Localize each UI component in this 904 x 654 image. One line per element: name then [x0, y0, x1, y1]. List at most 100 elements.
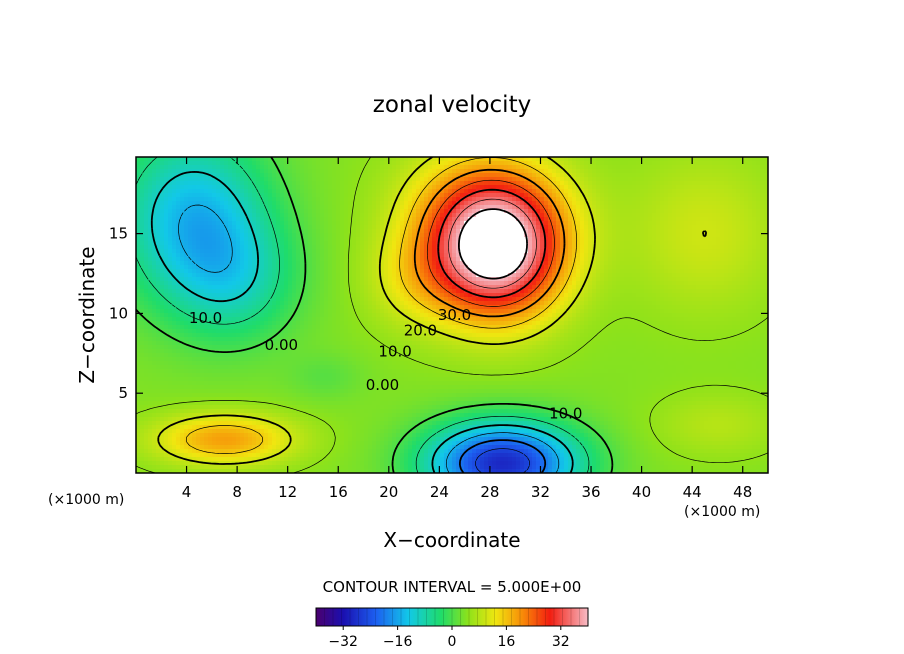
- field-cell: [384, 189, 389, 194]
- field-cell: [156, 449, 161, 454]
- field-cell: [296, 457, 301, 462]
- field-cell: [316, 233, 321, 238]
- field-cell: [276, 409, 281, 414]
- field-cell: [340, 281, 345, 286]
- field-cell: [292, 185, 297, 190]
- field-cell: [276, 357, 281, 362]
- field-cell: [180, 241, 185, 246]
- field-cell: [188, 349, 193, 354]
- field-cell: [240, 397, 245, 402]
- field-cell: [240, 405, 245, 410]
- field-cell: [276, 213, 281, 218]
- field-cell: [180, 345, 185, 350]
- field-cell: [292, 457, 297, 462]
- field-cell: [192, 341, 197, 346]
- field-cell: [220, 337, 225, 342]
- field-cell: [168, 345, 173, 350]
- field-cell: [212, 361, 217, 366]
- field-cell: [332, 273, 337, 278]
- field-cell: [292, 469, 297, 473]
- field-cell: [192, 361, 197, 366]
- field-cell: [256, 269, 261, 274]
- field-cell: [260, 437, 265, 442]
- field-cell: [224, 201, 229, 206]
- field-cell: [204, 237, 209, 242]
- field-cell: [300, 429, 305, 434]
- field-cell: [308, 305, 313, 310]
- field-cell: [292, 245, 297, 250]
- field-cell: [240, 333, 245, 338]
- field-cell: [268, 165, 273, 170]
- field-cell: [272, 341, 277, 346]
- field-cell: [252, 437, 257, 442]
- field-cell: [164, 225, 169, 230]
- field-cell: [240, 289, 245, 294]
- field-cell: [352, 281, 357, 286]
- field-cell: [292, 169, 297, 174]
- field-cell: [224, 285, 229, 290]
- field-cell: [164, 461, 169, 466]
- field-cell: [144, 421, 149, 426]
- field-cell: [176, 261, 181, 266]
- field-cell: [292, 273, 297, 278]
- field-cell: [232, 305, 237, 310]
- field-cell: [376, 165, 381, 170]
- field-cell: [228, 405, 233, 410]
- field-cell: [184, 281, 189, 286]
- field-cell: [212, 201, 217, 206]
- field-cell: [340, 361, 345, 366]
- field-cell: [260, 401, 265, 406]
- field-cell: [248, 409, 253, 414]
- field-cell: [136, 345, 141, 350]
- field-cell: [156, 237, 161, 242]
- field-cell: [236, 177, 241, 182]
- field-cell: [244, 381, 249, 386]
- field-cell: [204, 409, 209, 414]
- field-cell: [288, 245, 293, 250]
- field-cell: [176, 221, 181, 226]
- field-cell: [308, 377, 313, 382]
- field-cell: [240, 413, 245, 418]
- field-cell: [200, 421, 205, 426]
- field-cell: [316, 189, 321, 194]
- field-cell: [372, 241, 377, 246]
- field-cell: [204, 469, 209, 473]
- field-cell: [156, 461, 161, 466]
- field-cell: [264, 281, 269, 286]
- field-cell: [152, 245, 157, 250]
- field-cell: [196, 465, 201, 470]
- field-cell: [384, 353, 389, 358]
- field-cell: [296, 397, 301, 402]
- field-cell: [284, 345, 289, 350]
- field-cell: [136, 337, 141, 342]
- field-cell: [284, 225, 289, 230]
- field-cell: [268, 469, 273, 473]
- field-cell: [308, 321, 313, 326]
- field-cell: [272, 465, 277, 470]
- field-cell: [164, 453, 169, 458]
- field-cell: [368, 341, 373, 346]
- field-cell: [248, 281, 253, 286]
- field-cell: [244, 389, 249, 394]
- field-cell: [344, 333, 349, 338]
- field-cell: [188, 341, 193, 346]
- field-cell: [156, 361, 161, 366]
- field-cell: [284, 393, 289, 398]
- field-cell: [284, 269, 289, 274]
- field-cell: [300, 197, 305, 202]
- field-cell: [184, 177, 189, 182]
- field-cell: [156, 217, 161, 222]
- field-cell: [380, 449, 385, 454]
- field-cell: [164, 409, 169, 414]
- field-cell: [348, 361, 353, 366]
- field-cell: [380, 329, 385, 334]
- field-cell: [376, 281, 381, 286]
- field-cell: [232, 201, 237, 206]
- field-cell: [276, 337, 281, 342]
- field-cell: [144, 241, 149, 246]
- field-cell: [296, 193, 301, 198]
- field-cell: [172, 437, 177, 442]
- field-cell: [168, 437, 173, 442]
- field-cell: [240, 457, 245, 462]
- field-cell: [336, 397, 341, 402]
